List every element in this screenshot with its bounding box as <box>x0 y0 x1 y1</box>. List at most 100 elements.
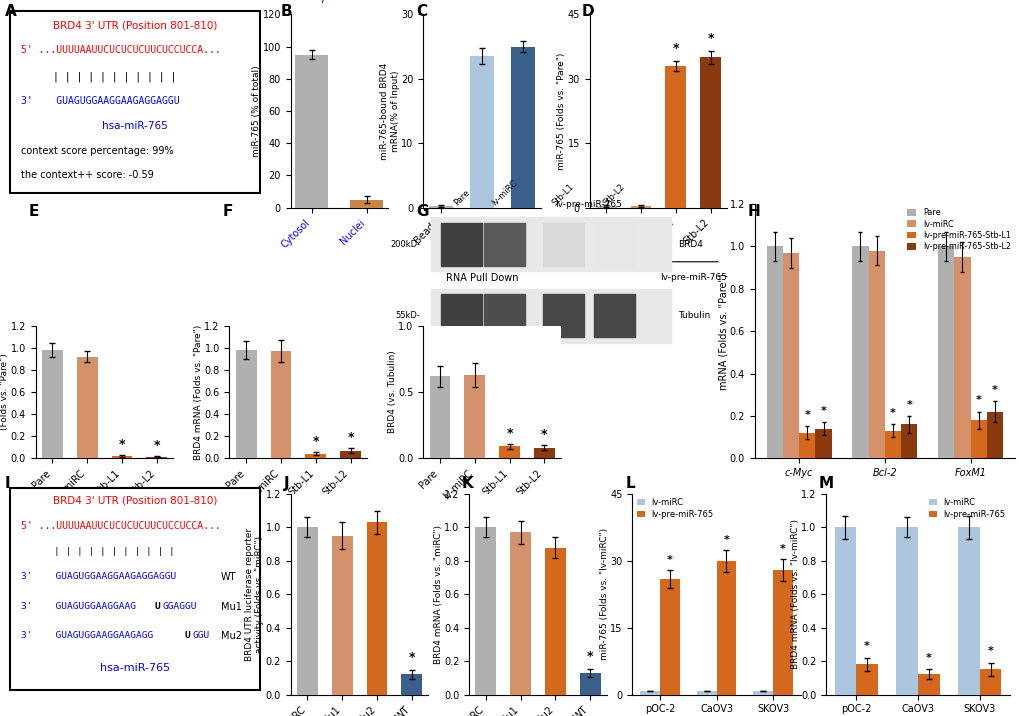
Text: | | | | | | | | | | |: | | | | | | | | | | | <box>54 547 174 556</box>
Bar <box>235 350 257 458</box>
Bar <box>498 446 520 458</box>
Text: *: * <box>540 428 547 441</box>
Text: U: U <box>155 601 160 611</box>
Bar <box>772 570 793 695</box>
Bar <box>868 251 884 458</box>
Text: | | | | | | | | | | |: | | | | | | | | | | | <box>53 72 176 82</box>
Bar <box>441 223 482 266</box>
Text: *: * <box>118 438 125 451</box>
Text: D: D <box>581 4 593 19</box>
Text: lv-miRC: lv-miRC <box>490 178 519 207</box>
Bar <box>852 246 868 458</box>
FancyBboxPatch shape <box>10 11 260 193</box>
Bar <box>431 289 671 343</box>
Bar <box>533 448 554 458</box>
Text: *: * <box>706 32 713 45</box>
Bar <box>896 528 917 695</box>
Text: *: * <box>975 395 980 405</box>
Y-axis label: miR-765 (% of total): miR-765 (% of total) <box>252 65 261 157</box>
Text: I: I <box>5 476 11 491</box>
Text: Biotinylated-
miR-765: Biotinylated- miR-765 <box>481 231 539 250</box>
Text: pOC-1: pOC-1 <box>320 0 358 3</box>
Bar <box>900 425 916 458</box>
Text: lv-pre-miR-765: lv-pre-miR-765 <box>106 503 172 512</box>
Bar <box>464 374 485 458</box>
Text: WT: WT <box>221 572 236 582</box>
Bar <box>957 528 979 695</box>
Text: BRD4 3' UTR (Position 801-810): BRD4 3' UTR (Position 801-810) <box>53 21 217 31</box>
Bar <box>146 457 167 458</box>
Text: A: A <box>5 4 17 19</box>
Bar <box>331 536 353 695</box>
Text: BRD4: BRD4 <box>678 240 702 248</box>
Bar <box>783 253 799 458</box>
Text: lv-pre-miR-765: lv-pre-miR-765 <box>300 503 366 512</box>
Text: GGU: GGU <box>193 632 210 640</box>
Bar <box>979 669 1001 695</box>
Text: GGAGGU: GGAGGU <box>162 601 197 611</box>
Bar <box>400 674 422 695</box>
Text: 3'    GUAGUGGAAGGAAGAGG: 3' GUAGUGGAAGGAAGAGG <box>20 632 153 640</box>
Text: *: * <box>722 536 729 546</box>
Bar <box>111 456 132 458</box>
Text: J: J <box>283 476 289 491</box>
Text: 5' ...UUUUAAUUCUCUCUCUUCUCCUCCA...: 5' ...UUUUAAUUCUCUCUCUUCUCCUCCA... <box>20 521 220 531</box>
Text: 3'    GUAGUGGAAGGAAGAGGAGGU: 3' GUAGUGGAAGGAAGAGGAGGU <box>20 572 176 581</box>
Text: Mu2: Mu2 <box>221 632 242 641</box>
Text: *: * <box>312 435 319 448</box>
Text: F: F <box>222 204 232 219</box>
Text: hsa-miR-765: hsa-miR-765 <box>102 121 168 131</box>
X-axis label: RNA Pull Down: RNA Pull Down <box>445 274 518 284</box>
Bar <box>294 54 328 208</box>
Bar <box>428 205 452 208</box>
Text: 3'    GUAGUGGAAGGAAGAGGAGGU: 3' GUAGUGGAAGGAAGAGGAGGU <box>20 97 179 107</box>
Text: 200kD-: 200kD- <box>390 240 421 248</box>
Bar <box>484 294 525 337</box>
Bar <box>766 246 783 458</box>
Bar <box>630 206 651 208</box>
Text: B: B <box>280 4 291 19</box>
Y-axis label: BRD4 mRNA (Folds vs. "miRC"): BRD4 mRNA (Folds vs. "miRC") <box>433 525 442 664</box>
Y-axis label: BRD4 mRNA (Folds vs. "Pare"): BRD4 mRNA (Folds vs. "Pare") <box>194 324 203 460</box>
Bar <box>799 432 814 458</box>
Text: M: M <box>818 476 834 491</box>
Text: K: K <box>462 476 474 491</box>
Bar <box>305 454 326 458</box>
Bar <box>716 561 736 695</box>
Bar <box>579 673 600 695</box>
Bar <box>917 674 938 695</box>
Text: L: L <box>625 476 634 491</box>
Text: *: * <box>666 556 673 566</box>
Text: G: G <box>416 204 428 219</box>
Text: *: * <box>991 384 997 395</box>
Bar <box>954 257 969 458</box>
Y-axis label: miR-765 (Folds vs. "Pare"): miR-765 (Folds vs. "Pare") <box>556 52 566 170</box>
Text: 5' ...UUUUAAUUCUCUCUCUUCUCCUCCA...: 5' ...UUUUAAUUCUCUCUCUUCUCCUCCA... <box>20 45 220 55</box>
Text: 3'    GUAGUGGAAGGAAG: 3' GUAGUGGAAGGAAG <box>20 601 136 611</box>
Y-axis label: mRNA (Folds vs. "Pare"): mRNA (Folds vs. "Pare") <box>717 273 728 390</box>
Bar <box>884 431 900 458</box>
Text: Pare: Pare <box>451 188 471 207</box>
Text: U: U <box>184 632 191 640</box>
Text: *: * <box>505 427 513 440</box>
Y-axis label: miR-765 (Folds vs. "lv-miRC"): miR-765 (Folds vs. "lv-miRC") <box>599 528 608 660</box>
FancyBboxPatch shape <box>10 488 260 690</box>
Bar <box>544 548 566 695</box>
Bar <box>696 691 716 695</box>
Text: hsa-miR-765: hsa-miR-765 <box>100 663 170 673</box>
Text: *: * <box>346 431 354 445</box>
Text: Tubulin: Tubulin <box>678 311 710 320</box>
Y-axis label: miR-765-bound BRD4
mRNA(% of Input): miR-765-bound BRD4 mRNA(% of Input) <box>380 62 399 160</box>
Bar <box>270 351 291 458</box>
Bar <box>814 429 830 458</box>
Bar <box>297 528 318 695</box>
Bar <box>441 294 482 337</box>
Text: *: * <box>672 42 679 55</box>
Text: *: * <box>820 406 825 416</box>
Bar <box>76 357 98 458</box>
Text: the context++ score: -0.59: the context++ score: -0.59 <box>20 170 153 180</box>
Text: 55kD-: 55kD- <box>395 311 421 320</box>
Text: *: * <box>153 439 160 452</box>
Text: *: * <box>986 646 993 656</box>
Text: E: E <box>29 204 39 219</box>
